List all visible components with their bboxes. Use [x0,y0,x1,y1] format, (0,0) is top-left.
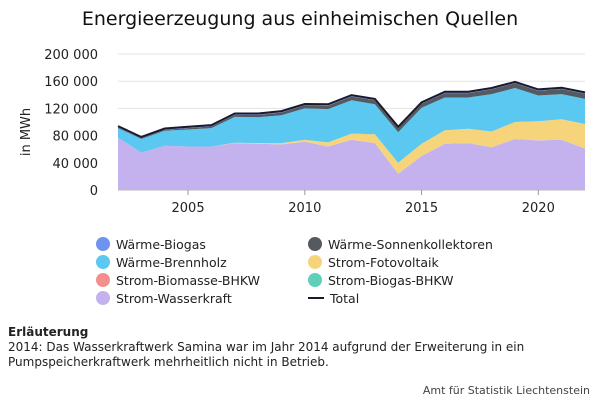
x-tick-label: 2020 [522,201,555,216]
legend-label: Strom-Wasserkraft [116,290,232,306]
y-tick-label: 120 000 [44,102,98,117]
y-tick-label: 0 [90,184,98,199]
legend-swatch-icon [308,255,322,269]
legend-item[interactable]: Wärme-Biogas [96,236,308,252]
y-tick-label: 200 000 [44,48,98,63]
legend-item[interactable]: Wärme-Brennholz [96,254,308,270]
y-axis-label: in MWh [19,108,34,156]
note-title: Erläuterung [8,325,89,339]
chart-title: Energieerzeugung aus einheimischen Quell… [81,8,519,30]
total-line [117,80,586,139]
legend-swatch-icon [96,273,110,287]
y-tick-label: 160 000 [44,75,98,90]
chart-legend: Wärme-Biogas Wärme-Sonnenkollektoren Wärme… [96,236,536,306]
legend-swatch-icon [96,291,110,305]
area-strom-fotovoltaik [118,119,585,174]
legend-item[interactable]: Strom-Wasserkraft [96,290,308,306]
x-tick-label: 2010 [288,201,321,216]
y-tick-label: 80 000 [53,130,99,145]
y-axis-ticks: 0 40 000 80 000 120 000 160 000 200 000 [44,48,98,199]
legend-item[interactable]: Strom-Biogas-BHKW [308,272,520,288]
y-tick-label: 40 000 [53,157,99,172]
source-label: Amt für Statistik Liechtenstein [422,384,590,397]
legend-item[interactable]: Strom-Biomasse-BHKW [96,272,308,288]
legend-swatch-icon [308,297,324,299]
area-w-rme-sonnenkollektoren [118,83,585,139]
legend-label: Total [330,290,360,306]
legend-swatch-icon [96,255,110,269]
note-text: 2014: Das Wasserkraftwerk Samina war im … [8,340,525,369]
legend-label: Wärme-Biogas [116,236,206,252]
total-line-group [117,80,586,139]
legend-item[interactable]: Total [308,290,520,306]
legend-swatch-icon [96,237,110,251]
legend-item[interactable]: Strom-Fotovoltaik [308,254,520,270]
x-axis-ticks: 2005 2010 2015 2020 [172,190,555,216]
legend-label: Wärme-Sonnenkollektoren [328,236,493,252]
x-tick-label: 2015 [405,201,438,216]
legend-label: Strom-Biomasse-BHKW [116,272,260,288]
legend-label: Wärme-Brennholz [116,254,227,270]
legend-label: Strom-Fotovoltaik [328,254,439,270]
area-w-rme-brennholz [118,88,585,163]
legend-label: Strom-Biogas-BHKW [328,272,454,288]
legend-swatch-icon [308,237,322,251]
legend-swatch-icon [308,273,322,287]
area-series [118,81,585,191]
legend-item[interactable]: Wärme-Sonnenkollektoren [308,236,520,252]
x-tick-label: 2005 [172,201,205,216]
area-strow-wasserkraft [118,137,585,190]
